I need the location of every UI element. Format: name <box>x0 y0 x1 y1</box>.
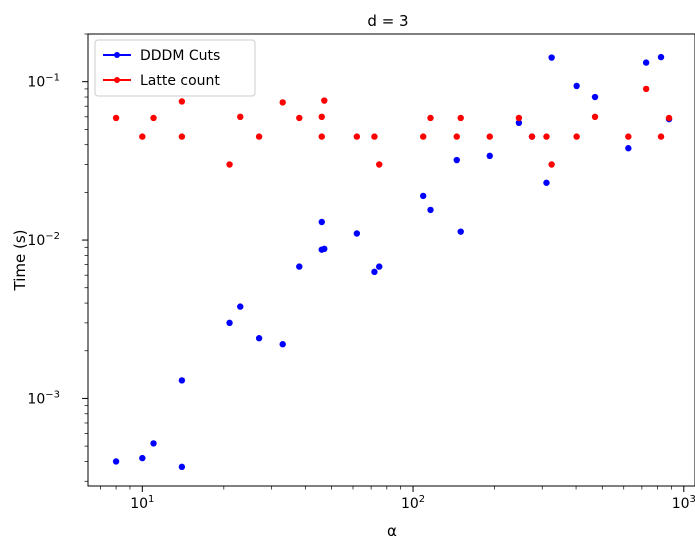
data-point <box>591 93 599 101</box>
data-point <box>427 114 434 122</box>
data-point <box>486 152 493 160</box>
data-point <box>178 377 186 384</box>
data-point <box>573 82 580 90</box>
data-point <box>419 192 427 200</box>
data-point <box>318 218 325 226</box>
legend: DDDM Cuts Latte count <box>94 39 256 97</box>
data-point <box>591 113 599 121</box>
data-point <box>453 156 460 164</box>
data-point <box>226 319 233 327</box>
data-point <box>150 114 157 122</box>
data-point <box>625 145 632 152</box>
data-point <box>453 133 460 140</box>
data-point <box>457 114 464 122</box>
data-point <box>548 161 555 168</box>
x-tick-label: 102 <box>401 494 425 512</box>
legend-label-dddm: DDDM Cuts <box>140 48 220 64</box>
x-axis-label: α <box>387 522 397 540</box>
data-point <box>573 133 580 140</box>
data-point <box>226 161 233 168</box>
data-point <box>237 113 244 121</box>
data-point <box>178 463 186 471</box>
data-point <box>528 133 536 140</box>
data-point <box>376 161 383 168</box>
data-point <box>625 133 632 140</box>
legend-box <box>94 39 256 97</box>
y-tick-label: 10−1 <box>27 73 60 91</box>
data-point <box>296 263 303 270</box>
data-point <box>112 114 120 122</box>
data-point <box>178 98 186 105</box>
data-point <box>279 341 286 348</box>
legend-label-latte: Latte count <box>140 73 220 89</box>
data-point <box>353 230 361 237</box>
data-point <box>457 228 464 235</box>
legend-marker-latte <box>114 77 120 83</box>
data-point <box>296 114 303 122</box>
data-point <box>657 53 665 61</box>
data-point <box>150 440 157 447</box>
y-tick-label: 10−3 <box>27 389 60 407</box>
data-point <box>178 133 186 140</box>
x-tick-label: 103 <box>672 494 695 512</box>
data-points <box>112 53 673 471</box>
data-point <box>548 54 555 61</box>
data-point <box>321 245 328 253</box>
data-point <box>321 97 328 104</box>
data-point <box>543 133 550 140</box>
series-dddm-cuts <box>112 53 673 471</box>
data-point <box>515 119 523 127</box>
data-point <box>642 59 650 66</box>
data-point <box>279 99 286 106</box>
data-point <box>371 133 378 140</box>
data-point <box>139 454 146 462</box>
y-tick-label: 10−2 <box>27 231 60 249</box>
data-point <box>318 133 325 140</box>
data-point <box>371 268 378 276</box>
series-latte-count <box>112 85 673 168</box>
x-tick-label: 101 <box>130 494 154 512</box>
data-point <box>237 303 244 310</box>
data-point <box>255 133 263 140</box>
legend-marker-dddm <box>114 52 120 58</box>
data-point <box>486 133 493 140</box>
chart-title: d = 3 <box>367 12 408 30</box>
data-point <box>112 458 120 465</box>
plot-frame <box>87 33 695 487</box>
axis-ticks: 101 102 103 10−3 10−2 10−1 <box>27 33 695 512</box>
data-point <box>419 133 427 140</box>
data-point <box>657 133 665 140</box>
data-point <box>139 133 146 140</box>
data-point <box>255 335 263 342</box>
data-point <box>665 114 673 122</box>
data-point <box>318 113 325 121</box>
y-axis-label: Time (s) <box>11 230 29 292</box>
data-point <box>543 179 550 186</box>
data-point <box>353 133 361 140</box>
data-point <box>427 206 434 214</box>
data-point <box>515 114 523 122</box>
data-point <box>376 263 383 270</box>
data-point <box>642 85 650 93</box>
